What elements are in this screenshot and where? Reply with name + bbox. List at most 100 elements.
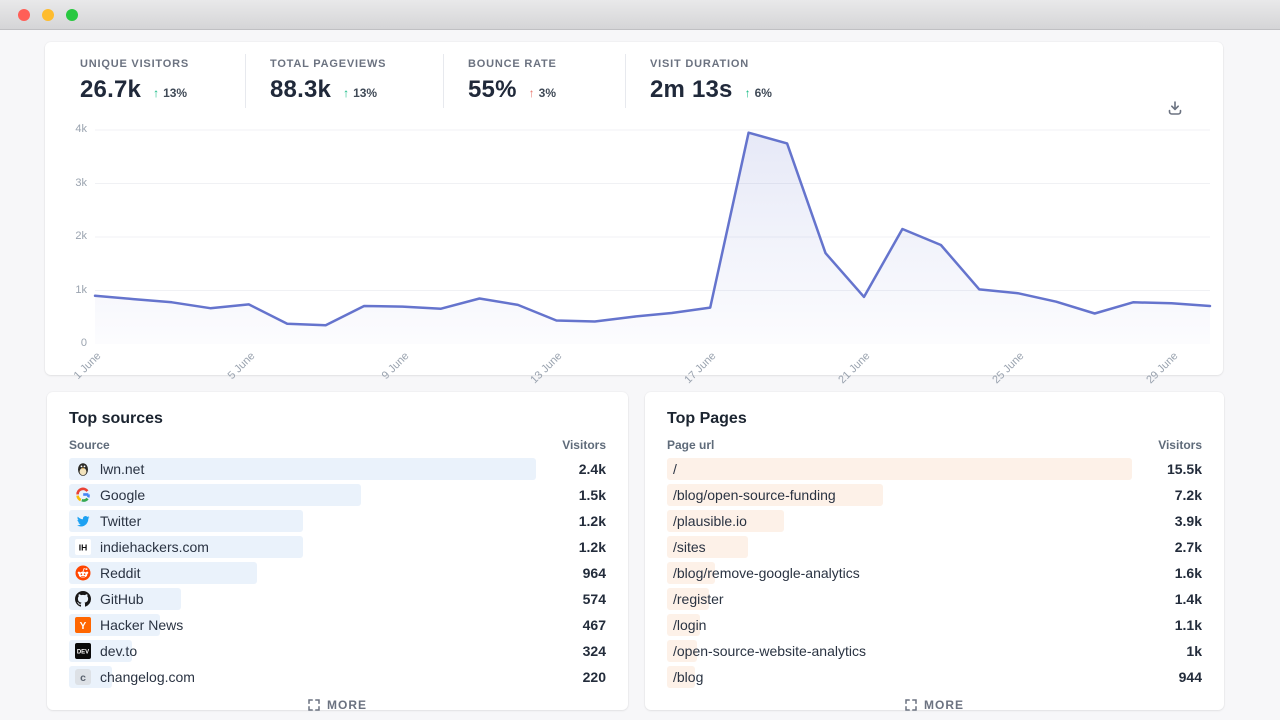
trend-arrow-icon: ↑ [528,86,535,100]
row-label: Google [100,487,146,503]
twitter-favicon-icon [75,513,91,529]
trend-arrow-icon: ↑ [153,86,160,100]
row-label: /plausible.io [673,513,747,529]
stat-unique-visitors[interactable]: UNIQUE VISITORS 26.7k ↑ 13% [45,54,245,108]
top-sources-title: Top sources [69,410,163,427]
list-item[interactable]: DEV dev.to 324 [69,640,606,662]
github-favicon-icon [75,591,91,607]
list-item[interactable]: /blog 944 [667,666,1202,688]
list-item[interactable]: /open-source-website-analytics 1k [667,640,1202,662]
lwn-favicon-icon [75,461,91,477]
value-bar [69,562,257,584]
list-item[interactable]: /plausible.io 3.9k [667,510,1202,532]
list-item[interactable]: lwn.net 2.4k [69,458,606,480]
row-visitors: 2.7k [1174,539,1202,555]
row-visitors: 15.5k [1166,461,1202,477]
stat-label: VISIT DURATION [650,58,749,70]
list-item[interactable]: c changelog.com 220 [69,666,606,688]
visitors-column-header: Visitors [1158,438,1202,452]
row-label: /register [673,591,724,607]
list-item[interactable]: Y Hacker News 467 [69,614,606,636]
stat-total-pageviews[interactable]: TOTAL PAGEVIEWS 88.3k ↑ 13% [245,54,443,108]
row-label: changelog.com [100,669,195,685]
sources-more-button[interactable]: MORE [283,698,393,712]
list-item[interactable]: IH indiehackers.com 1.2k [69,536,606,558]
stat-value: 2m 13s [650,76,733,103]
row-visitors: 2.4k [578,461,606,477]
expand-icon [905,699,917,711]
value-bar [667,458,1132,480]
stat-value: 55% [468,76,517,103]
y-axis-tick: 4k [75,123,87,135]
zoom-window-button[interactable] [66,8,78,21]
indiehackers-favicon-icon: IH [75,539,91,555]
top-pages-panel: Top Pages Page url Visitors /15.5k/blog/… [645,392,1224,712]
y-axis-tick: 2k [75,230,87,242]
close-window-button[interactable] [18,8,30,21]
value-bar [667,588,709,610]
stat-value: 88.3k [270,76,332,103]
expand-icon [308,699,320,711]
list-item[interactable]: Google 1.5k [69,484,606,506]
row-label: /login [673,617,707,633]
list-item[interactable]: /register 1.4k [667,588,1202,610]
list-item[interactable]: /blog/open-source-funding 7.2k [667,484,1202,506]
row-label: /open-source-website-analytics [673,643,866,659]
row-visitors: 574 [582,591,606,607]
list-item[interactable]: / 15.5k [667,458,1202,480]
row-visitors: 1k [1186,643,1202,659]
top-pages-column-headers: Page url Visitors [645,438,1224,458]
row-visitors: 1.5k [578,487,606,503]
row-label: /blog/remove-google-analytics [673,565,860,581]
hackernews-favicon-icon: Y [75,617,91,633]
pages-more-label: MORE [924,698,964,712]
pages-more-button[interactable]: MORE [880,698,990,712]
changelog-favicon-icon: c [75,669,91,685]
window-titlebar [0,0,1280,30]
list-item[interactable]: GitHub 574 [69,588,606,610]
traffic-lights [18,8,78,21]
top-pages-title: Top Pages [667,410,747,427]
stat-bounce-rate[interactable]: BOUNCE RATE 55% ↑ 3% [443,54,625,108]
row-label: Reddit [100,565,141,581]
line-chart-svg [93,129,1212,344]
source-column-header: Source [69,438,110,452]
top-sources-list: lwn.net 2.4k Google 1.5k Twitter 1.2k IH indieh… [47,458,628,688]
minimize-window-button[interactable] [42,8,54,21]
stat-label: TOTAL PAGEVIEWS [270,58,387,70]
row-label: /sites [673,539,706,555]
visitors-column-header: Visitors [562,438,606,452]
row-label: Hacker News [100,617,184,633]
svg-text:IH: IH [79,543,88,553]
visitors-line [93,131,1212,327]
download-icon [1168,101,1182,115]
value-bar [69,614,161,636]
list-item[interactable]: /blog/remove-google-analytics 1.6k [667,562,1202,584]
row-visitors: 7.2k [1174,487,1202,503]
top-sources-panel: Top sources Source Visitors lwn.net 2.4k G… [47,392,628,712]
stat-label: UNIQUE VISITORS [80,58,189,70]
stat-change: 13% [353,86,378,100]
google-favicon-icon [75,487,91,503]
page-url-column-header: Page url [667,438,715,452]
top-sources-column-headers: Source Visitors [47,438,628,458]
list-item[interactable]: /login 1.1k [667,614,1202,636]
top-pages-list: / 15.5k/blog/open-source-funding 7.2k/plau… [645,458,1224,688]
value-bar [667,640,698,662]
devto-favicon-icon: DEV [75,643,91,659]
stat-change: 6% [754,86,772,100]
row-label: dev.to [100,643,138,659]
trend-arrow-icon: ↑ [744,86,751,100]
stat-value: 26.7k [80,76,142,103]
visitors-area-fill [95,132,1210,344]
list-item[interactable]: Reddit 964 [69,562,606,584]
list-item[interactable]: /sites 2.7k [667,536,1202,558]
trend-arrow-icon: ↑ [343,86,350,100]
row-visitors: 1.4k [1174,591,1202,607]
stat-visit-duration[interactable]: VISIT DURATION 2m 13s ↑ 6% [625,54,772,108]
row-label: lwn.net [100,461,145,477]
value-bar [667,510,785,532]
row-visitors: 220 [582,669,606,685]
list-item[interactable]: Twitter 1.2k [69,510,606,532]
download-button[interactable] [1165,98,1185,118]
